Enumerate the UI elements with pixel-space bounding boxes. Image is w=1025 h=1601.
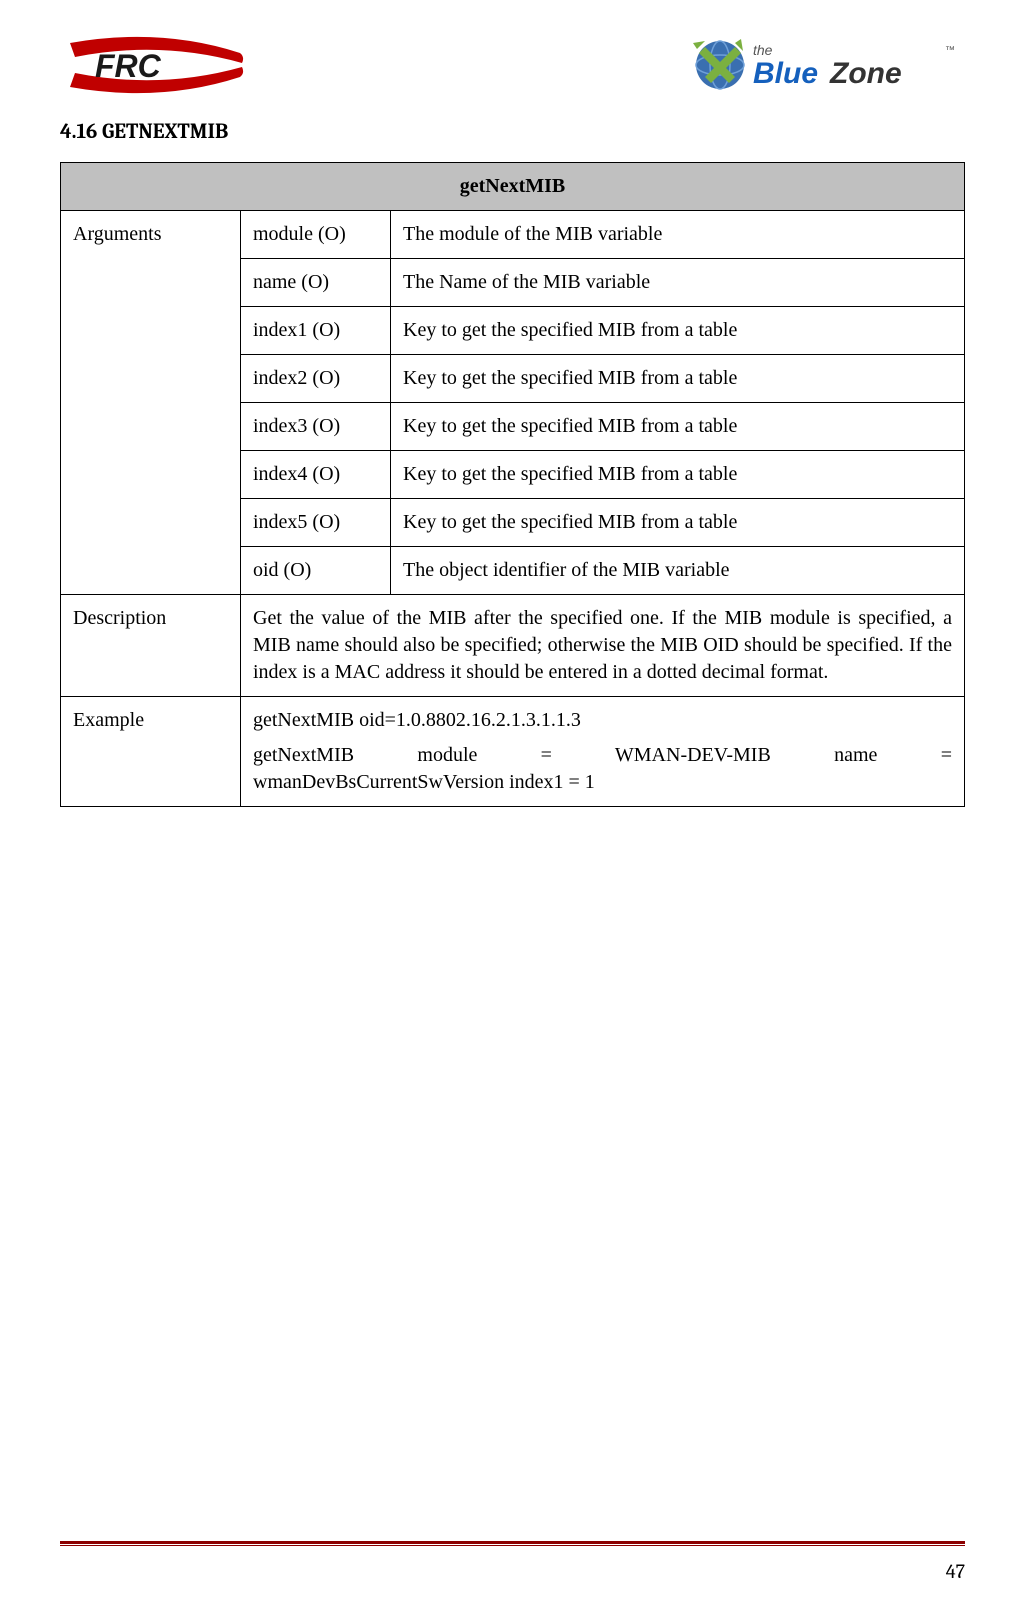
arg-name: name (O) <box>241 259 391 307</box>
svg-text:the: the <box>753 42 773 58</box>
arg-name: index5 (O) <box>241 499 391 547</box>
svg-text:Blue: Blue <box>753 57 818 90</box>
page-number: 47 <box>946 1560 965 1583</box>
arg-desc: The Name of the MIB variable <box>391 259 965 307</box>
description-label: Description <box>61 595 241 697</box>
page-header: FRC the Blue Zone ™ <box>60 30 965 100</box>
table-title-row: getNextMIB <box>61 163 965 211</box>
bluezone-logo: the Blue Zone ™ <box>685 35 965 95</box>
arg-name: index2 (O) <box>241 355 391 403</box>
arg-desc: Key to get the specified MIB from a tabl… <box>391 451 965 499</box>
arg-name: module (O) <box>241 211 391 259</box>
arg-name: index3 (O) <box>241 403 391 451</box>
arguments-label-cont <box>61 259 241 307</box>
example-line2: getNextMIB module = WMAN-DEV-MIB name = <box>253 742 952 769</box>
svg-text:™: ™ <box>945 45 955 56</box>
example-label: Example <box>61 697 241 807</box>
arguments-label: Arguments <box>61 211 241 259</box>
table-row: index5 (O) Key to get the specified MIB … <box>61 499 965 547</box>
table-row: index4 (O) Key to get the specified MIB … <box>61 451 965 499</box>
arguments-label-cont <box>61 451 241 499</box>
arg-desc: Key to get the specified MIB from a tabl… <box>391 355 965 403</box>
table-title: getNextMIB <box>61 163 965 211</box>
example-line1: getNextMIB oid=1.0.8802.16.2.1.3.1.1.3 <box>253 707 952 734</box>
table-row: Arguments module (O) The module of the M… <box>61 211 965 259</box>
table-row: Description Get the value of the MIB aft… <box>61 595 965 697</box>
arguments-label-cont <box>61 403 241 451</box>
arg-desc: The object identifier of the MIB variabl… <box>391 547 965 595</box>
arguments-label-cont <box>61 307 241 355</box>
arguments-label-cont <box>61 547 241 595</box>
arg-desc: Key to get the specified MIB from a tabl… <box>391 403 965 451</box>
arg-desc: The module of the MIB variable <box>391 211 965 259</box>
footer-rule <box>60 1541 965 1546</box>
table-row: name (O) The Name of the MIB variable <box>61 259 965 307</box>
svg-text:Zone: Zone <box>829 57 902 90</box>
arg-name: index4 (O) <box>241 451 391 499</box>
frc-logo: FRC <box>60 35 250 95</box>
arg-desc: Key to get the specified MIB from a tabl… <box>391 499 965 547</box>
arg-name: oid (O) <box>241 547 391 595</box>
table-row: index1 (O) Key to get the specified MIB … <box>61 307 965 355</box>
table-row: oid (O) The object identifier of the MIB… <box>61 547 965 595</box>
table-row: index2 (O) Key to get the specified MIB … <box>61 355 965 403</box>
section-heading: 4.16 GETNEXTMIB <box>60 120 965 144</box>
table-row: index3 (O) Key to get the specified MIB … <box>61 403 965 451</box>
getnextmib-table: getNextMIB Arguments module (O) The modu… <box>60 162 965 807</box>
description-text: Get the value of the MIB after the speci… <box>241 595 965 697</box>
arg-desc: Key to get the specified MIB from a tabl… <box>391 307 965 355</box>
arg-name: index1 (O) <box>241 307 391 355</box>
svg-text:FRC: FRC <box>95 48 162 84</box>
example-text: getNextMIB oid=1.0.8802.16.2.1.3.1.1.3 g… <box>241 697 965 807</box>
example-line3: wmanDevBsCurrentSwVersion index1 = 1 <box>253 769 952 796</box>
arguments-label-cont <box>61 355 241 403</box>
table-row: Example getNextMIB oid=1.0.8802.16.2.1.3… <box>61 697 965 807</box>
arguments-label-cont <box>61 499 241 547</box>
